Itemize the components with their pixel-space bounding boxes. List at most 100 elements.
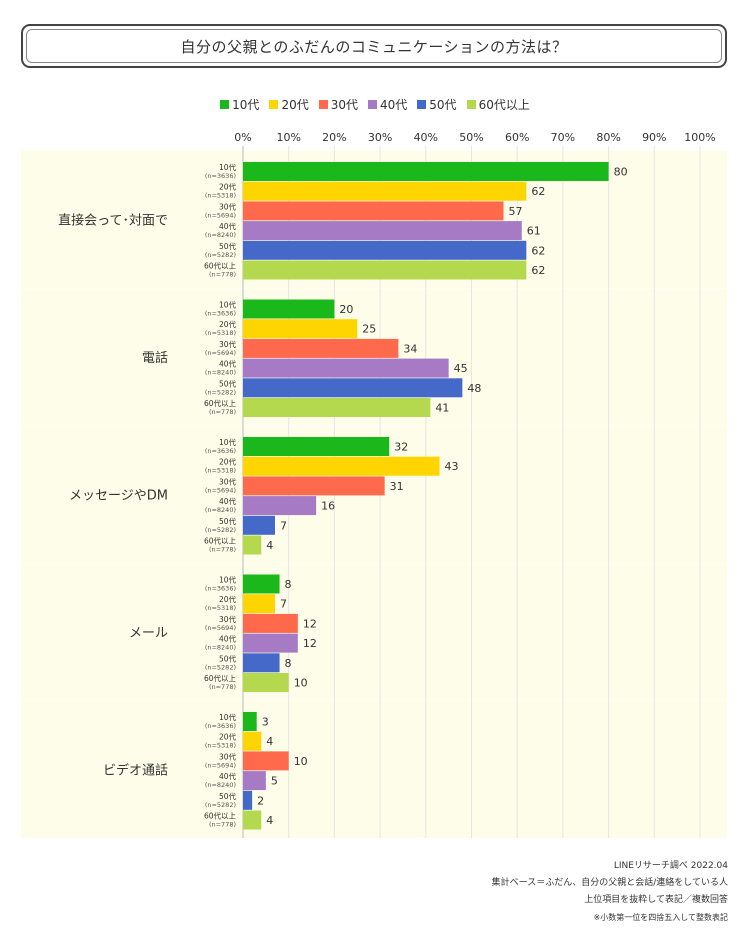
series-label: 10代 — [219, 575, 237, 585]
bar — [243, 338, 399, 358]
bar — [243, 574, 280, 594]
footer-note: ※小数第一位を四捨五入して整数表記 — [593, 913, 728, 922]
series-label: 50代 — [219, 378, 237, 388]
series-label: 50代 — [219, 653, 237, 663]
legend-swatch-2 — [318, 100, 328, 109]
legend-label-5: 60代以上 — [478, 98, 530, 112]
category-label: メッセージやDM — [69, 489, 168, 504]
series-label: 50代 — [219, 516, 237, 526]
legend-label-3: 40代 — [380, 98, 408, 112]
sample-size-label: (n=5318) — [205, 192, 236, 200]
series-label: 30代 — [219, 751, 237, 761]
data-label: 61 — [527, 225, 541, 238]
data-label: 12 — [303, 617, 317, 630]
data-label: 10 — [294, 677, 308, 690]
bar — [243, 358, 449, 378]
data-label: 8 — [285, 657, 292, 670]
sample-size-label: (n=8240) — [205, 781, 236, 789]
footer-notes: LINEリサーチ調べ 2022.04 集計ベース＝ふだん、自分の父親と会話/連絡… — [492, 858, 728, 926]
sample-size-label: (n=778) — [209, 683, 236, 691]
bar — [243, 319, 358, 339]
sample-size-label: (n=778) — [209, 271, 236, 279]
bar — [243, 260, 527, 280]
data-label: 34 — [403, 342, 417, 355]
category-label: メール — [129, 626, 168, 641]
data-label: 62 — [531, 244, 545, 257]
bar — [243, 476, 385, 496]
data-label: 4 — [266, 814, 273, 827]
data-label: 3 — [262, 716, 269, 729]
data-label: 2 — [257, 794, 264, 807]
bar — [243, 378, 463, 398]
data-label: 62 — [531, 185, 545, 198]
bar — [243, 594, 275, 614]
bar — [243, 240, 527, 260]
series-label: 10代 — [219, 162, 237, 172]
data-label: 16 — [321, 500, 335, 513]
sample-size-label: (n=5694) — [205, 624, 236, 632]
sample-size-label: (n=5282) — [205, 388, 236, 396]
legend-swatch-4 — [417, 100, 427, 109]
data-label: 32 — [394, 441, 408, 454]
series-label: 50代 — [219, 791, 237, 801]
bar — [243, 437, 390, 456]
data-label: 4 — [266, 735, 273, 748]
bar — [243, 456, 440, 476]
sample-size-label: (n=5318) — [205, 604, 236, 612]
series-label: 10代 — [219, 300, 237, 310]
data-label: 12 — [303, 637, 317, 650]
x-tick-label: 60% — [505, 131, 529, 144]
legend: 10代 20代 30代 40代 50代 60代以上 — [0, 96, 750, 113]
series-label: 50代 — [219, 241, 237, 251]
sample-size-label: (n=5318) — [205, 742, 236, 750]
data-label: 10 — [294, 755, 308, 768]
sample-size-label: (n=5318) — [205, 329, 236, 337]
sample-size-label: (n=8240) — [205, 231, 236, 239]
x-tick-label: 30% — [368, 131, 392, 144]
series-label: 30代 — [219, 339, 237, 349]
data-label: 45 — [454, 362, 468, 375]
legend-item-5: 60代以上 — [466, 96, 530, 113]
sample-size-label: (n=5694) — [205, 211, 236, 219]
chart-title: 自分の父親とのふだんのコミュニケーションの方法は？ — [21, 24, 727, 68]
series-label: 10代 — [219, 712, 237, 722]
series-label: 40代 — [219, 221, 237, 231]
sample-size-label: (n=5694) — [205, 486, 236, 494]
series-label: 40代 — [219, 359, 237, 369]
category-band — [21, 563, 727, 701]
category-label: 電話 — [142, 350, 168, 366]
sample-size-label: (n=5282) — [205, 251, 236, 259]
x-tick-label: 90% — [642, 131, 666, 144]
category-label: ビデオ通話 — [103, 763, 168, 779]
data-label: 41 — [435, 402, 449, 415]
series-label: 10代 — [219, 437, 237, 447]
bar — [243, 162, 609, 181]
series-label: 20代 — [219, 182, 237, 192]
bar — [243, 633, 298, 653]
series-label: 40代 — [219, 496, 237, 506]
bar — [243, 398, 431, 417]
x-tick-label: 40% — [414, 131, 438, 144]
bar — [243, 751, 289, 771]
legend-label-0: 10代 — [232, 98, 260, 112]
bar — [243, 790, 253, 810]
legend-item-3: 40代 — [368, 96, 407, 113]
data-label: 43 — [445, 460, 459, 473]
series-label: 30代 — [219, 201, 237, 211]
sample-size-label: (n=3636) — [205, 172, 236, 180]
legend-item-4: 50代 — [417, 96, 457, 113]
series-label: 40代 — [219, 634, 237, 644]
sample-size-label: (n=8240) — [205, 369, 236, 377]
legend-swatch-1 — [269, 100, 279, 109]
sample-size-label: (n=5694) — [205, 761, 236, 769]
legend-label-2: 30代 — [330, 98, 358, 112]
footer-source: LINEリサーチ調べ 2022.04 — [613, 861, 728, 871]
bar — [243, 810, 262, 830]
data-label: 31 — [390, 480, 404, 493]
series-label: 30代 — [219, 614, 237, 624]
data-label: 57 — [508, 205, 522, 218]
data-label: 62 — [531, 264, 545, 277]
bar — [243, 515, 275, 535]
sample-size-label: (n=5694) — [205, 349, 236, 357]
bar — [243, 673, 289, 692]
